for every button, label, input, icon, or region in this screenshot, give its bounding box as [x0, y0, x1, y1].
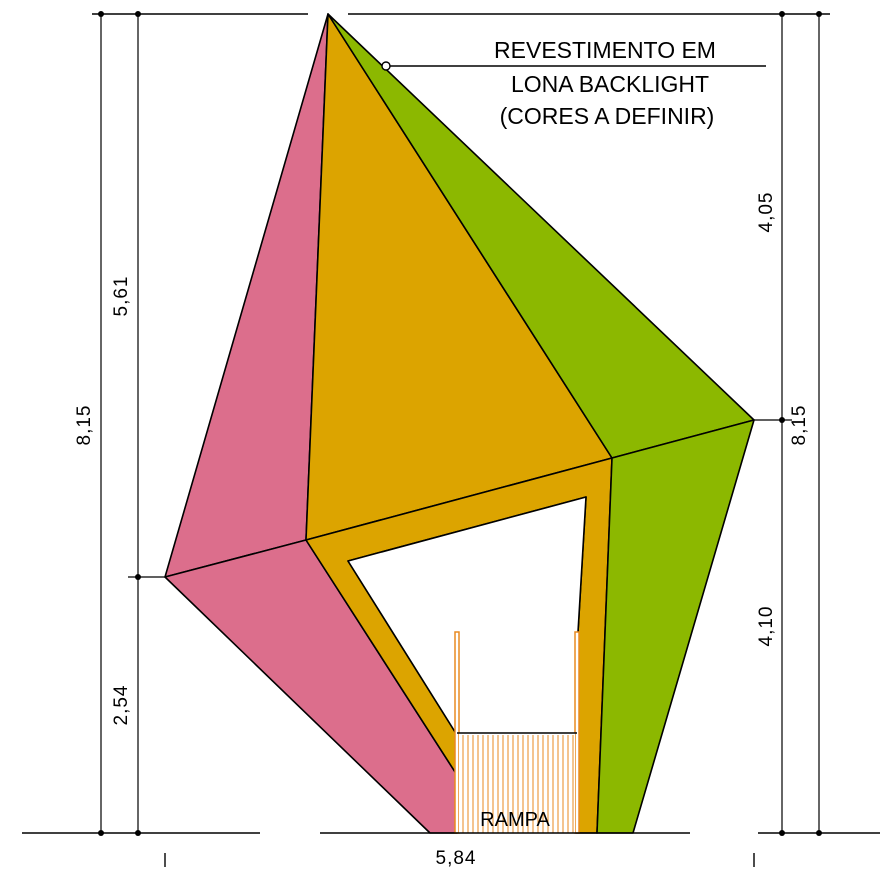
- dim-upper-height-left: 5,61: [111, 276, 132, 317]
- pink-upper-face: [164, 13, 329, 578]
- left-dimensions: [100, 14, 165, 833]
- green-lower-face: [596, 419, 755, 834]
- dim-lower-height-right: 4,10: [756, 606, 777, 647]
- dim-upper-height-right: 4,05: [756, 192, 777, 233]
- right-dim-ticks: [779, 11, 822, 836]
- left-dim-ticks: [98, 11, 141, 836]
- sculpture-faces: [164, 13, 755, 834]
- dim-total-height-right: 8,15: [789, 405, 810, 446]
- note-leader: [381, 61, 766, 71]
- dim-total-height-left: 8,15: [74, 405, 95, 446]
- dim-lower-height-left: 2,54: [111, 685, 132, 726]
- note-line-1: REVESTIMENTO EM: [494, 37, 716, 63]
- ramp: RAMPA: [454, 631, 580, 834]
- note-text: REVESTIMENTO EM LONA BACKLIGHT (CORES A …: [494, 37, 716, 129]
- right-dimensions: [754, 14, 820, 833]
- ramp-label: RAMPA: [480, 809, 550, 831]
- note-line-3: (CORES A DEFINIR): [500, 103, 715, 129]
- ramp-hatch: [462, 735, 574, 833]
- note-line-2: LONA BACKLIGHT: [511, 71, 709, 97]
- width-ticks: [164, 853, 755, 867]
- dim-base-width: 5,84: [436, 848, 477, 869]
